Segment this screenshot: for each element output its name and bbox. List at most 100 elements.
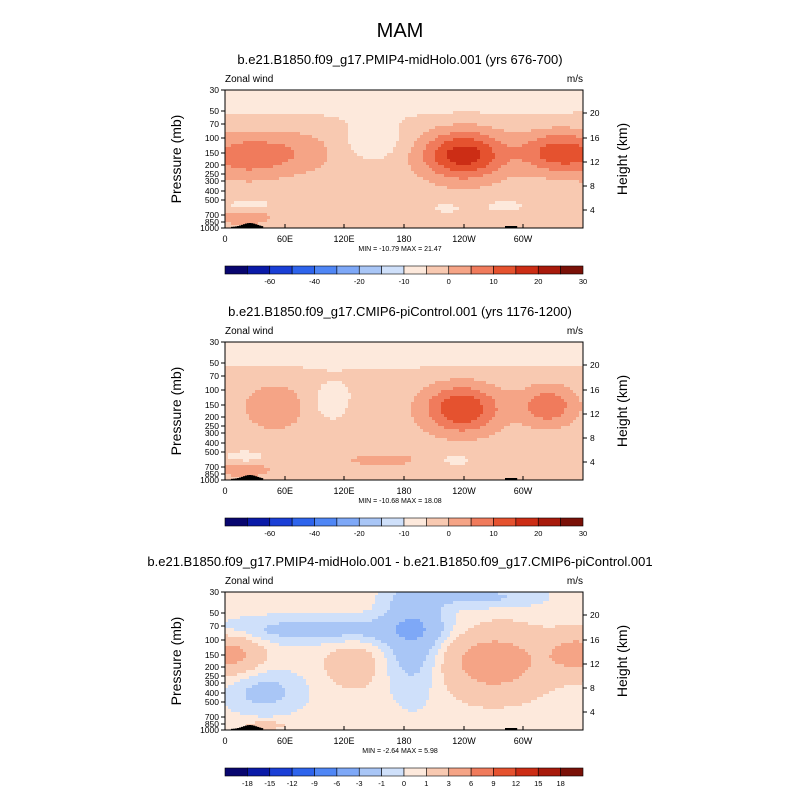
topography [253, 223, 256, 228]
variable-label: Zonal wind [225, 326, 273, 337]
topography [237, 728, 240, 730]
y-tick-label: 150 [205, 400, 219, 410]
topography [241, 224, 244, 228]
colorbar-box [291, 265, 315, 275]
colorbar-box [493, 767, 517, 777]
y2-tick-label: 16 [590, 635, 600, 645]
colorbar-box [403, 265, 427, 275]
topography [241, 726, 244, 730]
colorbar-tick-label: -6 [334, 779, 341, 788]
x-tick-label: 60E [277, 234, 293, 244]
topography [253, 475, 256, 480]
y-axis-label: Pressure (mb) [168, 617, 184, 706]
colorbar-box [381, 517, 405, 527]
colorbar-box [247, 517, 271, 527]
y-tick-label: 300 [205, 678, 219, 688]
figure-title: MAM [377, 20, 424, 42]
colorbar-box [470, 517, 494, 527]
colorbar-tick-label: -3 [356, 779, 363, 788]
y-tick-label: 30 [210, 85, 220, 95]
topography [243, 726, 246, 730]
topography [511, 478, 514, 480]
topography [259, 477, 262, 480]
y-tick-label: 70 [210, 119, 220, 129]
y-axis-label: Pressure (mb) [168, 367, 184, 456]
colorbar-tick-label: -10 [399, 277, 410, 286]
colorbar-box [560, 517, 584, 527]
x-tick-label: 120E [333, 234, 354, 244]
topography [253, 725, 256, 730]
colorbar-box [269, 265, 293, 275]
y2-tick-label: 12 [590, 157, 600, 167]
colorbar-tick-label: 30 [579, 529, 587, 538]
colorbar-box [537, 517, 561, 527]
y-tick-label: 300 [205, 428, 219, 438]
colorbar-tick-label: 6 [469, 779, 473, 788]
colorbar-tick-label: -9 [311, 779, 318, 788]
colorbar-box [358, 767, 382, 777]
colorbar-box [403, 517, 427, 527]
topography [235, 478, 238, 480]
y-tick-label: 250 [205, 671, 219, 681]
y2-tick-label: 4 [590, 707, 595, 717]
topography [507, 728, 510, 730]
y-tick-label: 1000 [200, 725, 219, 735]
topography [249, 475, 252, 480]
colorbar-box [269, 517, 293, 527]
colorbar: -18 -15 -12 -9 -6 -3 -1 0 1 3 6 9 12 15 18 [224, 767, 584, 788]
colorbar-box [314, 517, 338, 527]
colorbar-box [336, 517, 360, 527]
y2-tick-label: 12 [590, 659, 600, 669]
y-tick-label: 400 [205, 186, 219, 196]
topography [509, 478, 512, 480]
x-tick-label: 180 [396, 486, 411, 496]
y2-tick-label: 8 [590, 683, 595, 693]
colorbar-tick-label: 1 [424, 779, 428, 788]
colorbar-box [291, 767, 315, 777]
colorbar-box [224, 767, 248, 777]
colorbar-tick-label: -20 [354, 277, 365, 286]
y2-tick-label: 8 [590, 181, 595, 191]
topography [257, 726, 260, 730]
topography [237, 226, 240, 228]
colorbar-tick-label: -60 [264, 277, 275, 286]
units-label: m/s [567, 576, 583, 587]
y2-axis-label: Height (km) [614, 123, 630, 195]
topography [249, 725, 252, 730]
colorbar-box [470, 265, 494, 275]
topography [261, 728, 264, 730]
colorbar-box [247, 767, 271, 777]
topography [515, 728, 518, 730]
colorbar-tick-label: 30 [579, 277, 587, 286]
y-tick-label: 150 [205, 650, 219, 660]
colorbar: -60 -40 -20 -10 0 10 20 30 [224, 265, 587, 286]
colorbar-box [403, 767, 427, 777]
x-tick-label: 120E [333, 486, 354, 496]
topography [515, 478, 518, 480]
y2-tick-label: 20 [590, 610, 600, 620]
topography [259, 225, 262, 228]
y2-tick-label: 4 [590, 457, 595, 467]
x-tick-label: 60E [277, 736, 293, 746]
units-label: m/s [567, 74, 583, 85]
colorbar-box [381, 265, 405, 275]
colorbar-tick-label: 10 [489, 277, 497, 286]
y-tick-label: 200 [205, 160, 219, 170]
colorbar-box [515, 767, 539, 777]
colorbar-box [381, 767, 405, 777]
y-tick-label: 500 [205, 447, 219, 457]
topography [509, 226, 512, 228]
topography [247, 475, 250, 480]
x-tick-label: 60W [514, 234, 533, 244]
colorbar-tick-label: 10 [489, 529, 497, 538]
topography [505, 226, 508, 228]
y2-tick-label: 4 [590, 205, 595, 215]
topography [235, 226, 238, 228]
topography [511, 226, 514, 228]
topography [241, 476, 244, 480]
contour-field [225, 592, 583, 730]
y-tick-label: 400 [205, 438, 219, 448]
colorbar-box [426, 265, 450, 275]
colorbar-tick-label: 3 [447, 779, 451, 788]
colorbar-box [537, 265, 561, 275]
